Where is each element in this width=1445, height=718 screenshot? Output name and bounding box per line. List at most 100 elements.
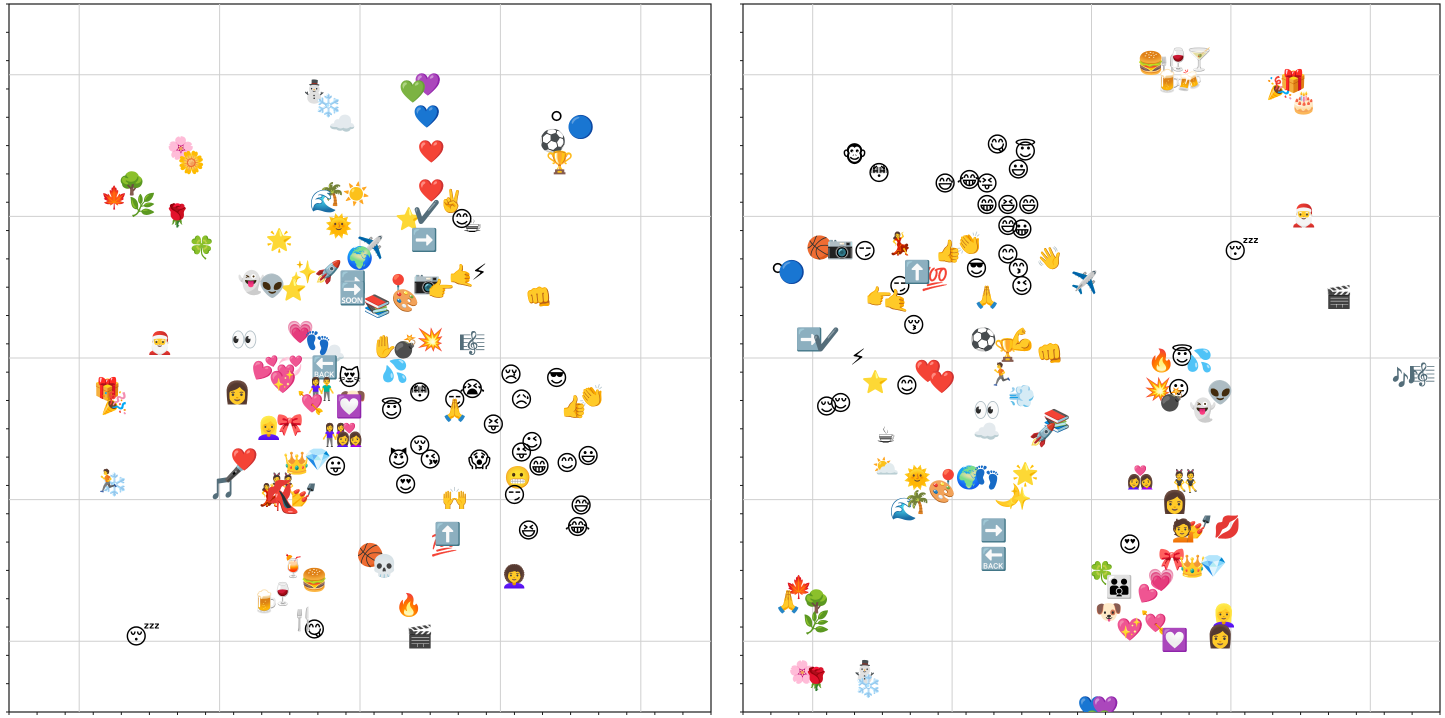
scatter-point: 💗: [1147, 568, 1175, 594]
scatter-point: 🙏: [973, 284, 1000, 310]
scatter-point: 🎨: [928, 478, 955, 505]
scatter-point: 🌳: [118, 170, 145, 197]
scatter-point: ➡️: [980, 518, 1007, 544]
scatter-point: 😅: [934, 172, 957, 197]
scatter-point: 🎁: [1280, 68, 1307, 94]
scatter-point: 👽: [259, 273, 286, 300]
scatter-point: 🌿: [129, 192, 156, 218]
scatter-point: 😙: [1007, 257, 1030, 282]
scatter-point: 💦: [381, 357, 408, 385]
scatter-point: 🏆: [546, 150, 573, 176]
scatter-point: 🔜: [339, 281, 366, 307]
scatter-point: 🍴: [290, 606, 317, 632]
scatter-point: 👪: [1106, 575, 1133, 601]
scatter-point: 🙌: [441, 486, 468, 512]
scatter-point: 🌍: [346, 245, 373, 271]
scatter-point: 👱‍♀️: [255, 415, 282, 441]
scatter-point: 👣: [304, 329, 331, 356]
scatter-point: 🎉: [101, 391, 128, 417]
scatter-point: ✈️: [357, 234, 384, 261]
scatter-point: 😝: [482, 413, 505, 438]
scatter-point: 👀: [973, 399, 1000, 424]
scatter-point: 💋: [266, 479, 293, 505]
scatter-point: 👑: [283, 451, 310, 477]
scatter-point: 🔙: [311, 355, 338, 381]
scatter-point: 😊: [895, 374, 918, 399]
scatter-point: 🍴: [1154, 54, 1181, 80]
scatter-point: 👑: [1179, 553, 1206, 579]
scatter-point: 🍀: [188, 235, 215, 261]
scatter-point: 🌙: [994, 483, 1021, 509]
scatter-point: 🍻: [1175, 68, 1202, 94]
scatter-point: 👠: [273, 489, 300, 516]
scatter-point: 🎶: [1391, 366, 1418, 392]
scatter-point: 📍: [935, 468, 962, 494]
scatter-point: 💗: [287, 320, 315, 346]
scatter-point: 🌹: [164, 202, 191, 229]
scatter-point: 🍷: [269, 582, 296, 608]
scatter-point: 💘: [1141, 610, 1168, 636]
scatter-point: 🌴: [318, 182, 345, 208]
scatter-point: ⚽: [538, 129, 566, 155]
scatter-point: 😎: [545, 367, 568, 392]
scatter-point: 😆: [517, 519, 540, 544]
scatter-point: 😚: [902, 314, 925, 339]
scatter-point: ☕: [876, 423, 896, 448]
scatter-point: 💟: [1161, 628, 1188, 654]
scatter-point: 🍸: [1186, 46, 1213, 73]
scatter-point: 👊: [525, 285, 552, 310]
scatter-point: 😈: [387, 447, 410, 473]
scatter-point: 👭: [322, 422, 349, 448]
scatter-point: 😳: [408, 381, 431, 406]
scatter-point: 🏀: [357, 541, 384, 570]
scatter-point: 👣: [973, 464, 1000, 491]
scatter-point: 😌: [815, 395, 838, 420]
scatter-point: 😆: [996, 193, 1019, 218]
scatter-point: 🍔: [1137, 51, 1164, 77]
scatter-point: 🎅: [1290, 203, 1317, 229]
scatter-point: 👩: [1207, 624, 1234, 650]
scatter-point: 👩‍❤️‍👩: [336, 422, 363, 448]
scatter-point: 💥: [416, 327, 443, 353]
scatter-point: 👱‍♀️: [1210, 603, 1237, 629]
scatter-point: 💅: [1186, 514, 1213, 540]
scatter-point: 😉: [521, 430, 544, 455]
scatter-point: 😅: [996, 215, 1019, 240]
scatter-point: 😇: [1171, 344, 1194, 371]
scatter-point: 🤙: [883, 288, 910, 314]
scatter-point: 💯: [921, 267, 948, 293]
scatter-point: 😊: [450, 207, 473, 232]
scatter-point: 💎: [304, 448, 331, 473]
scatter-point: 😍: [394, 473, 417, 498]
scatter-point: 💁: [1172, 517, 1199, 544]
scatter-point: 💋: [1214, 514, 1241, 540]
scatter-point: 😌: [829, 392, 852, 417]
scatter-point: 😁: [975, 193, 998, 218]
scatter-point: 😴: [125, 623, 160, 650]
scatter-point: ⛄: [301, 79, 328, 105]
scatter-point: 👫: [308, 376, 335, 402]
scatter-point: ☀️: [343, 181, 370, 208]
scatter-point: 💃: [886, 231, 913, 257]
scatter-point: 😂: [565, 515, 591, 540]
scatter-point: 🍁: [785, 575, 812, 601]
scatter-point: 😄: [1017, 193, 1040, 218]
scatter-point: 🔵: [778, 260, 805, 286]
scatter-point: ❤️: [418, 178, 446, 204]
scatter-point: 💪: [1008, 327, 1035, 353]
scatter-point: 💅: [290, 483, 317, 509]
scatter-point: 👀: [230, 328, 257, 353]
scatter-point: 💦: [1186, 346, 1213, 374]
scatter-point: 😏: [888, 275, 911, 300]
scatter-point: ⚪: [769, 257, 787, 282]
scatter-point: 🎉: [1266, 75, 1293, 101]
scatter-point: 😇: [1014, 138, 1037, 165]
scatter-point: 💟: [336, 394, 363, 420]
scatter-point: 👉: [865, 284, 892, 310]
scatter-point: 🌟: [1012, 461, 1039, 487]
scatter-point: 👍: [560, 394, 587, 420]
scatter-point: ☕: [462, 213, 482, 238]
scatter-point: 🔥: [395, 592, 422, 618]
scatter-point: 🏃: [94, 468, 121, 494]
